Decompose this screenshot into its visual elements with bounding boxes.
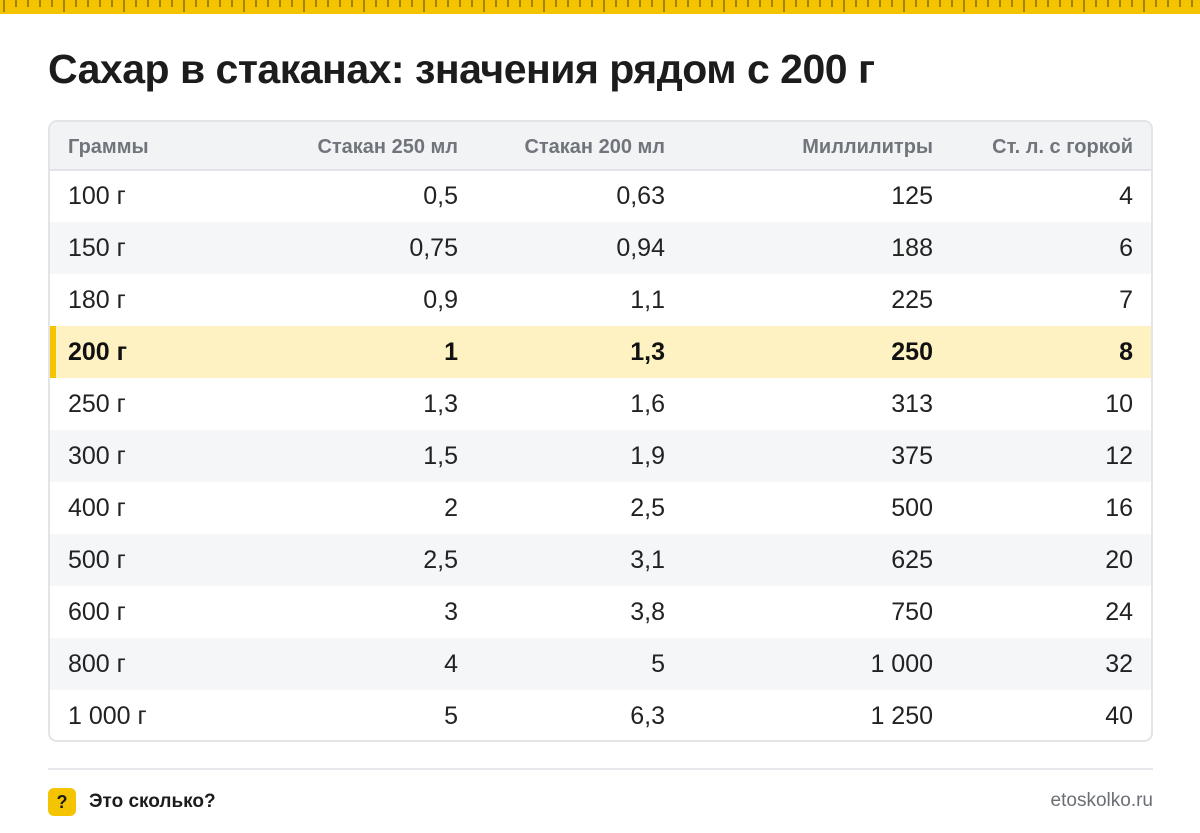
table-cell: 0,63 <box>616 182 665 210</box>
header-cup-250: Стакан 250 мл <box>317 136 458 158</box>
table-cell: 188 <box>891 233 933 262</box>
table-row: 1 000 г 5 6,3 1 250 40 <box>50 690 1151 740</box>
table-cell: 3 <box>444 597 458 626</box>
table-cell: 625 <box>891 545 933 574</box>
table-cell: 250 <box>891 337 933 366</box>
table-cell: 10 <box>1105 389 1133 418</box>
table-cell: 0,94 <box>616 233 665 262</box>
table-cell: 1 000 <box>870 649 933 678</box>
table-cell: 3,1 <box>630 545 665 574</box>
table-cell: 7 <box>1119 285 1133 314</box>
table-cell: 1 000 г <box>68 701 147 730</box>
table-cell: 180 г <box>68 285 126 314</box>
table-cell: 313 <box>891 389 933 418</box>
table-cell: 1,6 <box>630 389 665 418</box>
table-cell: 40 <box>1105 701 1133 730</box>
site-url: etoskolko.ru <box>1050 790 1153 811</box>
table-cell: 4 <box>444 649 458 678</box>
header-milliliters: Миллилитры <box>802 136 933 158</box>
table-cell: 16 <box>1105 493 1133 522</box>
table-cell: 12 <box>1105 441 1133 470</box>
header-tablespoons: Ст. л. с горкой <box>992 136 1133 158</box>
table-cell: 300 г <box>68 441 126 470</box>
table-row: 180 г 0,9 1,1 225 7 <box>50 274 1151 326</box>
table-row: 250 г 1,3 1,6 313 10 <box>50 378 1151 430</box>
table-cell: 250 г <box>68 389 126 418</box>
conversion-table: Граммы Стакан 250 мл Стакан 200 мл Милли… <box>48 120 1153 742</box>
table-cell: 150 г <box>68 233 126 262</box>
table-cell: 1 <box>444 337 458 366</box>
table-cell: 5 <box>651 649 665 678</box>
table-cell: 500 <box>891 493 933 522</box>
table-cell: 225 <box>891 285 933 314</box>
table-cell: 6,3 <box>630 701 665 730</box>
table-cell: 6 <box>1119 233 1133 262</box>
table-cell: 600 г <box>68 597 126 626</box>
table-cell: 2,5 <box>423 545 458 574</box>
table-row: 400 г 2 2,5 500 16 <box>50 482 1151 534</box>
table-cell: 1,3 <box>423 389 458 418</box>
table-row: 300 г 1,5 1,9 375 12 <box>50 430 1151 482</box>
table-row: 100 г 0,5 0,63 125 4 <box>50 170 1151 222</box>
brand-name: Это сколько? <box>89 791 216 812</box>
table-cell: 2,5 <box>630 493 665 522</box>
table-cell: 500 г <box>68 545 126 574</box>
ruler-ticks <box>3 0 1193 12</box>
table-header-row: Граммы Стакан 250 мл Стакан 200 мл Милли… <box>50 122 1151 170</box>
table-cell: 0,9 <box>423 285 458 314</box>
table-row: 600 г 3 3,8 750 24 <box>50 586 1151 638</box>
footer-divider <box>48 768 1153 770</box>
table-row: 500 г 2,5 3,1 625 20 <box>50 534 1151 586</box>
table-row: 200 г 1 1,3 250 8 <box>50 326 1151 378</box>
table-cell: 1,3 <box>630 337 665 366</box>
ruler-strip <box>0 0 1200 14</box>
page-title: Сахар в стаканах: значения рядом с 200 г <box>48 46 875 92</box>
table-cell: 0,5 <box>423 182 458 210</box>
table-cell: 5 <box>444 701 458 730</box>
table-cell: 32 <box>1105 649 1133 678</box>
footer-brand: ? Это сколько? <box>48 788 216 816</box>
table-body: 100 г 0,5 0,63 125 4 150 г 0,75 0,94 188 6 180 г 0,… <box>50 170 1151 740</box>
table-cell: 1 250 <box>870 701 933 730</box>
table-cell: 800 г <box>68 649 126 678</box>
header-cup-200: Стакан 200 мл <box>524 136 665 158</box>
table-row: 150 г 0,75 0,94 188 6 <box>50 222 1151 274</box>
table-cell: 750 <box>891 597 933 626</box>
table-cell: 1,5 <box>423 441 458 470</box>
table-cell: 125 <box>891 182 933 210</box>
table-cell: 8 <box>1119 337 1133 366</box>
question-icon: ? <box>48 788 76 816</box>
table-cell: 100 г <box>68 182 126 210</box>
table-cell: 4 <box>1119 182 1133 210</box>
table-cell: 2 <box>444 493 458 522</box>
table-cell: 400 г <box>68 493 126 522</box>
table-cell: 24 <box>1105 597 1133 626</box>
table-cell: 375 <box>891 441 933 470</box>
table-row: 800 г 4 5 1 000 32 <box>50 638 1151 690</box>
table-cell: 0,75 <box>409 233 458 262</box>
header-grams: Граммы <box>68 136 149 158</box>
table-cell: 200 г <box>50 326 258 378</box>
table-cell: 20 <box>1105 545 1133 574</box>
table-cell: 3,8 <box>630 597 665 626</box>
table-cell: 1,9 <box>630 441 665 470</box>
table-cell: 1,1 <box>630 285 665 314</box>
